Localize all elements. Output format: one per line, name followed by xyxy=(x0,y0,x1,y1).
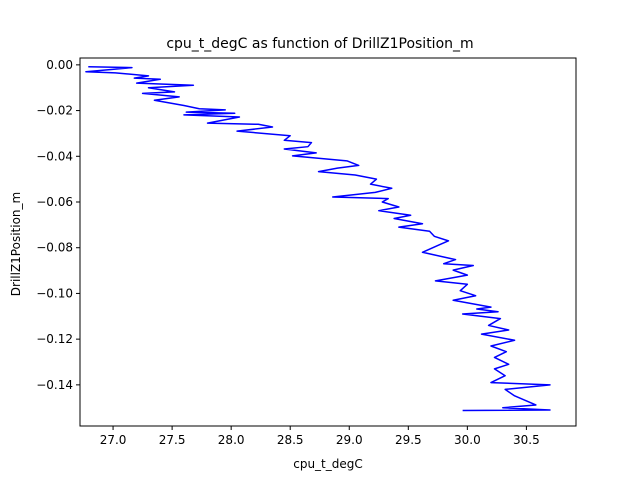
x-tick-label: 27.5 xyxy=(159,433,186,447)
y-tick-label: −0.10 xyxy=(36,286,73,300)
x-tick-label: 28.5 xyxy=(277,433,304,447)
x-tick-label: 27.0 xyxy=(100,433,127,447)
x-axis-ticks: 27.0 27.5 28.0 28.5 29.0 29.5 30.0 30.5 xyxy=(100,426,540,447)
x-tick-label: 29.5 xyxy=(395,433,422,447)
y-tick-label: −0.04 xyxy=(36,149,73,163)
x-tick-label: 30.0 xyxy=(454,433,481,447)
y-tick-label: −0.14 xyxy=(36,378,73,392)
y-axis-label: DrillZ1Position_m xyxy=(9,192,23,296)
x-tick-label: 30.5 xyxy=(513,433,540,447)
y-tick-label: −0.06 xyxy=(36,195,73,209)
chart-title: cpu_t_degC as function of DrillZ1Positio… xyxy=(166,36,473,52)
y-tick-label: −0.08 xyxy=(36,241,73,255)
series-line-0 xyxy=(85,65,551,412)
y-tick-label: −0.12 xyxy=(36,332,73,346)
plot-area xyxy=(85,65,551,412)
x-tick-label: 28.0 xyxy=(218,433,245,447)
y-tick-label: −0.02 xyxy=(36,104,73,118)
y-axis-ticks: 0.00 −0.02 −0.04 −0.06 −0.08 −0.10 −0.12 −0.14 xyxy=(36,58,80,392)
y-tick-label: 0.00 xyxy=(46,58,73,72)
axes-frame xyxy=(79,57,577,427)
x-axis-label: cpu_t_degC xyxy=(293,457,363,471)
x-tick-label: 29.0 xyxy=(336,433,363,447)
